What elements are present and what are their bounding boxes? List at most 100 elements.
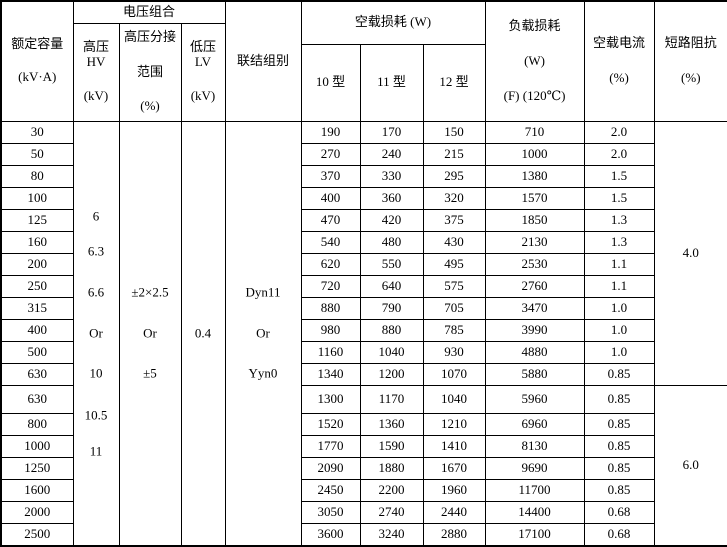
capacity-cell: 800: [0, 413, 74, 436]
no-load-10-cell: 1770: [300, 435, 361, 458]
header-tap-unit: (%): [140, 98, 160, 114]
header-capacity-stack: 额定容量 (kV·A): [2, 2, 72, 120]
no-load-current-cell: 1.0: [583, 296, 655, 320]
header-capacity-unit: (kV·A): [18, 69, 57, 85]
no-load-current-cell: 2.0: [583, 120, 655, 144]
no-load-12-cell: 1670: [422, 457, 486, 480]
no-load-current-cell: 0.85: [583, 413, 655, 436]
load-loss-cell: 2760: [484, 274, 585, 298]
no-load-10-cell: 1160: [300, 340, 361, 364]
header-hv-title: 高压 HV: [82, 38, 109, 69]
no-load-11-cell: 640: [359, 274, 424, 298]
no-load-current-cell: 0.85: [583, 435, 655, 458]
no-load-10-cell: 540: [300, 230, 361, 254]
header-voltage-group: 电压组合: [72, 0, 226, 24]
table-body: 30 6 6.3 6.6 Or 10 10.5 11 ±2×2.5 Or ±5 0.4 Dyn11 Or Y…: [0, 120, 727, 546]
impedance-cell: 4.0: [653, 120, 727, 386]
header-connection: 联结组别: [224, 0, 302, 122]
table-row: 800 1520 1360 1210 6960 0.85: [0, 413, 727, 436]
header-impedance-unit: (%): [681, 70, 701, 86]
no-load-12-cell: 320: [422, 186, 486, 210]
no-load-12-cell: 1040: [422, 384, 486, 414]
header-no-load-current-stack: 空载电流 (%): [585, 2, 653, 120]
no-load-current-cell: 0.85: [583, 479, 655, 502]
table-row: 315 880 790 705 3470 1.0: [0, 296, 727, 320]
load-loss-cell: 5960: [484, 384, 585, 414]
no-load-11-cell: 1200: [359, 362, 424, 386]
tap-merged-cell: ±2×2.5 Or ±5: [118, 120, 182, 546]
no-load-10-cell: 370: [300, 164, 361, 188]
no-load-11-cell: 1040: [359, 340, 424, 364]
no-load-11-cell: 2740: [359, 501, 424, 524]
merged-value: Or: [143, 325, 157, 341]
no-load-11-cell: 240: [359, 142, 424, 166]
capacity-cell: 125: [0, 208, 74, 232]
no-load-current-cell: 1.1: [583, 252, 655, 276]
merged-value: ±5: [143, 365, 157, 381]
load-loss-cell: 4880: [484, 340, 585, 364]
lv-merged-cell-stack: 0.4: [182, 122, 224, 545]
capacity-cell: 1600: [0, 479, 74, 502]
header-no-load-current-unit: (%): [609, 70, 629, 86]
header-row-3: 10 型 11 型 12 型: [1, 43, 727, 122]
tap-merged-cell-stack: ±2×2.5 Or ±5: [120, 122, 180, 545]
no-load-12-cell: 1410: [422, 435, 486, 458]
capacity-cell: 400: [0, 318, 74, 342]
no-load-12-cell: 295: [422, 164, 486, 188]
impedance-cell: 6.0: [653, 384, 727, 546]
no-load-10-cell: 270: [300, 142, 361, 166]
no-load-12-cell: 495: [422, 252, 486, 276]
no-load-11-cell: 420: [359, 208, 424, 232]
no-load-current-cell: 0.85: [583, 457, 655, 480]
no-load-current-cell: 1.5: [583, 186, 655, 210]
no-load-current-cell: 0.85: [583, 384, 655, 414]
load-loss-cell: 8130: [484, 435, 585, 458]
load-loss-cell: 5880: [484, 362, 585, 386]
no-load-11-cell: 170: [359, 120, 424, 144]
load-loss-cell: 710: [484, 120, 585, 144]
table-row: 30 6 6.3 6.6 Or 10 10.5 11 ±2×2.5 Or ±5 0.4 Dyn11 Or Y…: [0, 120, 727, 546]
header-impedance-stack: 短路阻抗 (%): [655, 2, 727, 120]
load-loss-cell: 17100: [484, 523, 585, 546]
merged-value: Or: [89, 325, 103, 341]
capacity-cell: 500: [0, 340, 74, 364]
no-load-11-cell: 360: [359, 186, 424, 210]
load-loss-cell: 1850: [484, 208, 585, 232]
no-load-10-cell: 470: [300, 208, 361, 232]
table-row: 2500 3600 3240 2880 17100 0.68: [0, 523, 727, 546]
no-load-11-cell: 2200: [359, 479, 424, 502]
no-load-11-cell: 1170: [359, 384, 424, 414]
no-load-10-cell: 2090: [300, 457, 361, 480]
no-load-11-cell: 330: [359, 164, 424, 188]
merged-value: 10.5: [84, 407, 108, 423]
header-lv: 低压 LV (kV): [180, 22, 226, 122]
no-load-12-cell: 575: [422, 274, 486, 298]
no-load-10-cell: 2450: [300, 479, 361, 502]
header-hv: 高压 HV (kV): [72, 22, 120, 122]
no-load-10-cell: 3050: [300, 501, 361, 524]
capacity-cell: 2000: [0, 501, 74, 524]
load-loss-cell: 14400: [484, 501, 585, 524]
load-loss-cell: 2130: [484, 230, 585, 254]
lv-merged-cell: 0.4: [180, 120, 226, 546]
capacity-cell: 160: [0, 230, 74, 254]
no-load-11-cell: 790: [359, 296, 424, 320]
no-load-12-cell: 930: [422, 340, 486, 364]
merged-value: 6: [92, 208, 100, 224]
no-load-11-cell: 1360: [359, 413, 424, 436]
capacity-cell: 30: [0, 120, 74, 144]
header-lv-unit: (kV): [190, 88, 216, 104]
header-load-loss-condition: (F) (120℃): [503, 87, 566, 103]
merged-value: 10: [89, 365, 103, 381]
table-row: 200 620 550 495 2530 1.1: [0, 252, 727, 276]
no-load-10-cell: 1340: [300, 362, 361, 386]
merged-value: ±2×2.5: [131, 284, 169, 300]
header-tap-title: 高压分接: [123, 28, 176, 44]
table-row: 1250 2090 1880 1670 9690 0.85: [0, 457, 727, 480]
header-tap-stack: 高压分接 范围 (%): [120, 24, 180, 120]
no-load-12-cell: 150: [422, 120, 486, 144]
header-hv-unit: (kV): [83, 88, 109, 104]
table-row: 1600 2450 2200 1960 11700 0.85: [0, 479, 727, 502]
header-tap-title-2: 范围: [136, 63, 163, 79]
